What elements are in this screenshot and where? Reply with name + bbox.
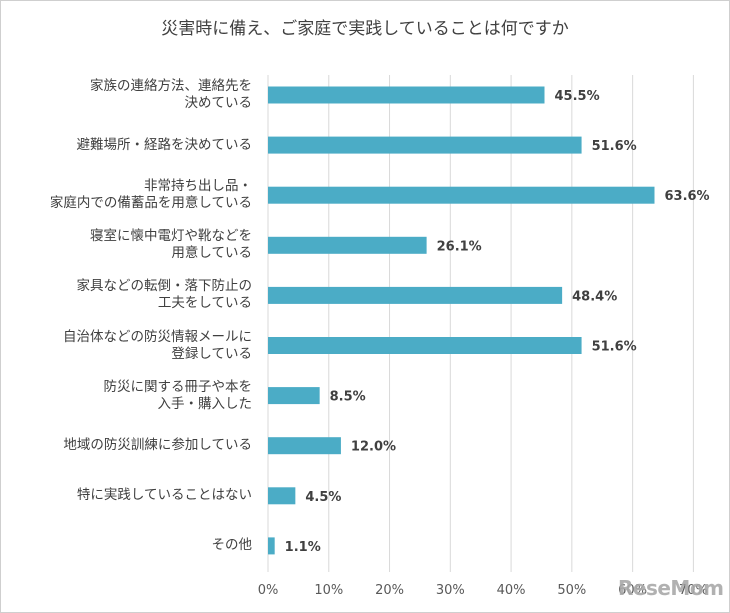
- category-label: 自治体などの防災情報メールに 登録している: [0, 329, 252, 363]
- chart-title: 災害時に備え、ご家庭で実践していることは何ですか: [161, 19, 569, 39]
- category-label: その他: [0, 537, 253, 554]
- bar: [268, 136, 582, 154]
- value-label: 1.1%: [285, 540, 321, 555]
- category-label-line: 決めている: [184, 95, 253, 111]
- x-tick-label: 60%: [618, 583, 647, 598]
- bar: [268, 337, 582, 354]
- bar: [268, 487, 296, 505]
- category-label: 特に実践していることはない: [0, 487, 252, 504]
- category-label: 非常持ち出し品・ 家庭内での備蓄品を用意している: [0, 178, 252, 212]
- category-label: 防災に関する冊子や本を 入手・購入した: [0, 378, 253, 413]
- category-label-line: 避難場所・経路を決めている: [76, 136, 253, 153]
- value-label: 51.6%: [592, 139, 637, 154]
- value-label: 26.1%: [437, 239, 482, 254]
- bars: [268, 86, 655, 555]
- value-label: 8.5%: [330, 390, 366, 405]
- bar: [268, 236, 427, 254]
- bar: [268, 186, 655, 204]
- value-label: 45.5%: [555, 89, 600, 104]
- category-label-line: 工夫をしている: [157, 295, 252, 312]
- category-label-line: 防災に関する冊子や本を: [103, 378, 253, 395]
- category-label-line: 非常持ち出し品・: [144, 178, 252, 195]
- category-label: 寝室に懐中電灯や靴などを 用意している: [0, 228, 252, 262]
- x-tick-label: 70%: [679, 583, 708, 598]
- category-label-line: 特に実践していることはない: [76, 487, 252, 504]
- bar: [268, 387, 320, 405]
- bar: [268, 437, 341, 455]
- category-label-line: 地域の防災訓練に参加している: [63, 437, 252, 454]
- category-label: 家具などの転倒・落下防止の 工夫をしている: [0, 278, 253, 312]
- resemom-watermark-logo: ReseMom: [618, 576, 724, 600]
- category-label-line: その他: [211, 537, 253, 554]
- x-tick-labels: 0% 10% 20% 30% 40% 50% 60% 70%: [258, 583, 708, 598]
- x-tick-label: 30%: [436, 583, 465, 598]
- value-label: 63.6%: [664, 189, 709, 204]
- value-label: 48.4%: [572, 289, 617, 304]
- bar: [268, 537, 275, 555]
- x-tick-label: 20%: [375, 583, 404, 598]
- category-label: 避難場所・経路を決めている: [0, 136, 253, 154]
- category-label: 家族の連絡方法、連絡先を 決めている: [0, 78, 252, 112]
- category-label-line: 寝室に懐中電灯や靴などを: [90, 228, 252, 245]
- category-label-line: 自治体などの防災情報メールに: [63, 328, 252, 345]
- x-tick-label: 0%: [258, 583, 279, 598]
- bar: [268, 286, 563, 304]
- x-tick-label: 10%: [314, 583, 343, 598]
- value-labels: 45.5% 51.6% 63.6% 26.1% 48.4% 51.6% 8.5% 12.0% 4…: [285, 89, 710, 555]
- category-label-line: 家族の連絡方法、連絡先を: [90, 78, 252, 94]
- value-label: 12.0%: [351, 440, 396, 455]
- x-tick-label: 40%: [497, 583, 526, 598]
- bar: [268, 86, 545, 104]
- category-label-line: 入手・購入した: [157, 395, 253, 412]
- value-label: 51.6%: [592, 340, 637, 355]
- category-label-line: 家庭内での備蓄品を用意している: [49, 195, 252, 212]
- value-label: 4.5%: [305, 490, 341, 505]
- category-label-line: 用意している: [171, 245, 252, 262]
- category-label-line: 家具などの転倒・落下防止の: [76, 278, 253, 295]
- category-label-line: 登録している: [171, 345, 252, 362]
- x-tick-label: 50%: [557, 583, 586, 598]
- category-label: 地域の防災訓練に参加している: [0, 437, 252, 454]
